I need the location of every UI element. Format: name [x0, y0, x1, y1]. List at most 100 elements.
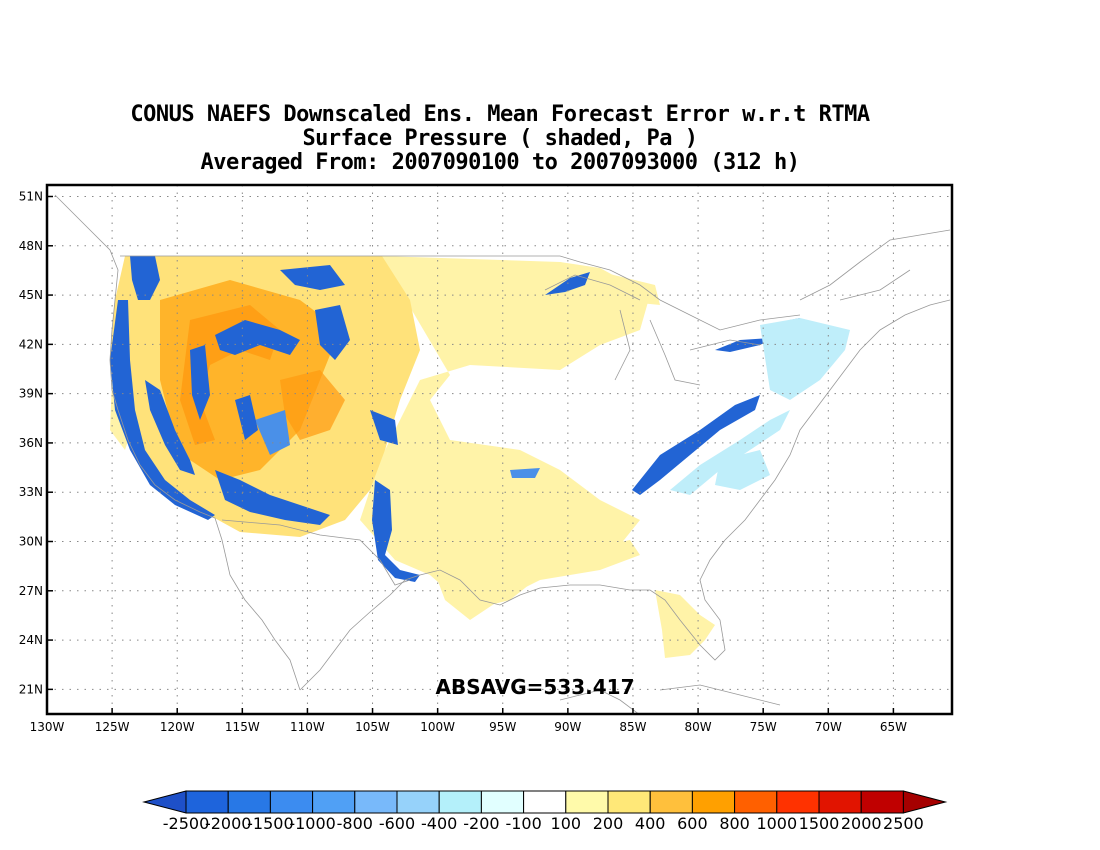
colorbar-label: -1500 — [247, 814, 294, 833]
lon-tick-label: 100W — [420, 720, 455, 734]
lat-tick-label: 24N — [19, 633, 43, 647]
coast-canada-east — [799, 229, 951, 301]
lon-tick-label: 105W — [355, 720, 390, 734]
coastlines — [54, 194, 951, 714]
lon-tick-label: 130W — [30, 720, 65, 734]
colorbar-box — [776, 790, 820, 814]
colorbar-label: 1500 — [799, 814, 840, 833]
lat-tick-label: 27N — [19, 584, 43, 598]
colorbar-label: 100 — [551, 814, 582, 833]
colorbar-label: 400 — [635, 814, 666, 833]
shade-blue-snake-river — [215, 320, 300, 355]
lat-tick-label: 39N — [19, 387, 43, 401]
colorbar-box — [607, 790, 651, 814]
border-mexico — [221, 519, 411, 586]
colorbar-box — [354, 790, 398, 814]
shade-pale-yellow-lakes — [560, 262, 660, 305]
lon-tick-label: 65W — [880, 720, 907, 734]
colorbar-box — [480, 790, 525, 814]
axis-labels: 51N 48N 45N 42N 39N 36N 33N 30N 27N 24N 21N 130W 125… — [19, 190, 907, 735]
shade-blue-arizona — [215, 470, 330, 525]
colorbar-label: 200 — [593, 814, 624, 833]
colorbar-box — [396, 790, 440, 814]
shade-light-blue-appalachian — [670, 410, 790, 495]
lon-tick-label: 110W — [290, 720, 325, 734]
lat-tick-label: 33N — [19, 485, 43, 499]
shade-blue-nw — [130, 256, 160, 300]
coast-yucatan — [559, 689, 640, 714]
lon-tick-label: 80W — [685, 720, 712, 734]
shade-blue-appalachian — [632, 395, 760, 495]
shade-blue-sw-misc — [255, 410, 290, 455]
shade-pale-yellow-florida — [655, 590, 715, 658]
colorbar-under-triangle — [142, 790, 187, 814]
colorbar-box — [269, 790, 314, 814]
shade-blue-wyoming — [315, 305, 350, 360]
shade-blue-nevada — [190, 345, 210, 420]
shade-blue-rio-grande — [372, 480, 420, 582]
lon-tick-label: 70W — [815, 720, 842, 734]
shade-light-blue-ne — [760, 318, 850, 400]
lon-tick-label: 85W — [619, 720, 646, 734]
shade-blue-ozarks — [510, 468, 540, 478]
lon-tick-label: 90W — [554, 720, 581, 734]
lon-tick-label: 75W — [750, 720, 777, 734]
shade-light-blue-mid-atlantic — [715, 450, 770, 490]
colorbar-label: -1000 — [289, 814, 336, 833]
lon-tick-label: 95W — [489, 720, 516, 734]
colorbar-box — [649, 790, 693, 814]
lat-tick-label: 21N — [19, 682, 43, 696]
colorbar-box — [734, 790, 778, 814]
colorbar-label: -2500 — [163, 814, 210, 833]
map-frame — [45, 183, 954, 716]
colorbar-box — [565, 790, 609, 814]
shade-blue-montana — [280, 265, 345, 290]
colorbar-box — [227, 790, 271, 814]
colorbar-label: -2000 — [205, 814, 252, 833]
coast-cuba — [659, 684, 781, 706]
lon-tick-label: 115W — [225, 720, 260, 734]
lat-tick-label: 45N — [19, 288, 43, 302]
colorbar-box — [438, 790, 482, 814]
colorbar-label: 2000 — [841, 814, 882, 833]
coast-pacific — [54, 194, 301, 691]
colorbar-label: -100 — [505, 814, 541, 833]
shade-pale-yellow-gulf — [430, 540, 640, 620]
colorbar-box — [860, 790, 904, 814]
title-line-2: Surface Pressure ( shaded, Pa ) — [302, 126, 698, 151]
lat-tick-label: 42N — [19, 337, 43, 351]
colorbar-box — [312, 790, 356, 814]
lon-tick-label: 125W — [95, 720, 130, 734]
title-line-1: CONUS NAEFS Downscaled Ens. Mean Forecas… — [130, 102, 870, 127]
colorbar-label: 2500 — [883, 814, 924, 833]
colorbar-label: 1000 — [756, 814, 797, 833]
colorbar-label: -600 — [379, 814, 415, 833]
colorbar-label: -800 — [337, 814, 373, 833]
coast-gulf-mexico — [299, 539, 726, 691]
colorbar-label: -400 — [421, 814, 457, 833]
shade-blue-colorado — [370, 410, 398, 445]
border-canada — [120, 255, 801, 331]
colorbar-box — [818, 790, 862, 814]
coast-atlantic — [724, 299, 951, 541]
lat-tick-label: 48N — [19, 239, 43, 253]
shade-blue-pacific-coast — [110, 300, 215, 520]
absavg-label: ABSAVG=533.417 — [436, 675, 635, 699]
colorbar-over-triangle — [902, 790, 948, 814]
coast-great-lakes — [544, 274, 761, 386]
lon-tick-label: 120W — [160, 720, 195, 734]
shade-blue-central-valley — [145, 380, 195, 475]
shade-blue-utah — [235, 395, 258, 440]
colorbar: -2500-2000-1500-1000 -800 -600 -400 -200 -100… — [142, 790, 948, 833]
shade-pale-yellow-plains — [360, 256, 650, 610]
colorbar-box — [691, 790, 736, 814]
colorbar-box — [523, 790, 567, 814]
lat-tick-label: 30N — [19, 535, 43, 549]
error-shading — [110, 256, 850, 658]
colorbar-box — [185, 790, 229, 814]
shade-orange-ridges-2 — [280, 370, 345, 440]
lat-tick-label: 51N — [19, 190, 43, 204]
title-line-3: Averaged From: 2007090100 to 2007093000 … — [200, 150, 800, 175]
colorbar-label: 600 — [677, 814, 708, 833]
